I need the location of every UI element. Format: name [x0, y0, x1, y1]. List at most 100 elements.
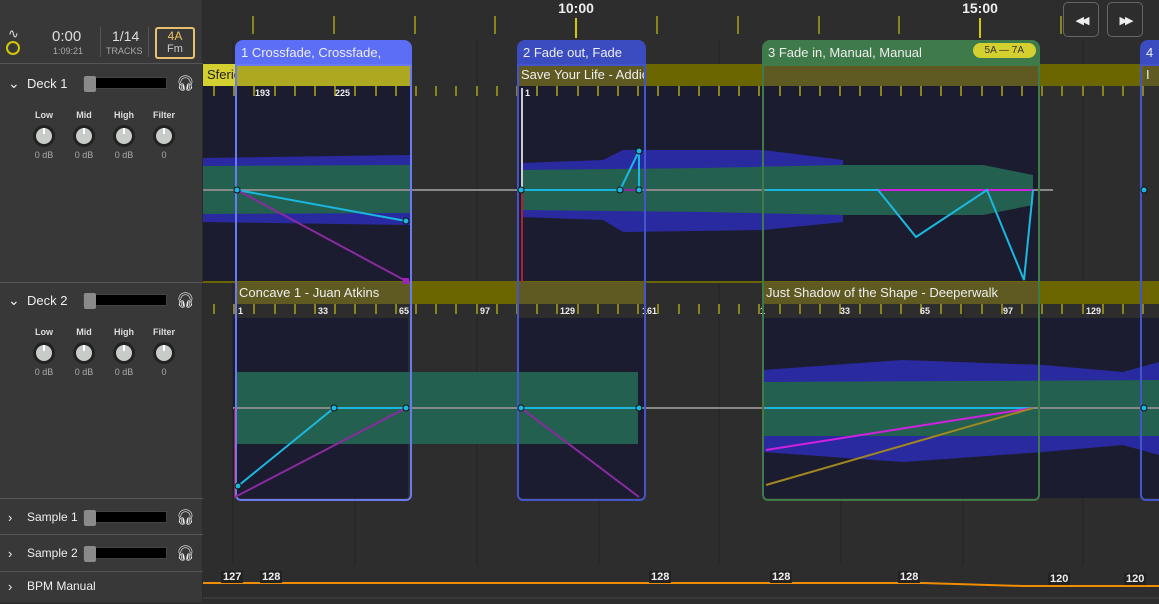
beat-tick [374, 304, 377, 314]
bpm-manual-label: BPM Manual [27, 579, 96, 593]
chevron-right-icon[interactable]: › [8, 545, 13, 561]
sample-2-row: › Sample 2 🎧︎ [0, 535, 203, 571]
deck-2-track-title[interactable]: Just Shadow of the Shape - Deeperwalk [762, 282, 1039, 304]
rewind-icon: ◀◀ [1075, 15, 1090, 27]
deck-2-track-title[interactable]: Concave 1 - Juan Atkins [235, 282, 410, 304]
knob-mid[interactable]: Mid 0 dB [73, 110, 95, 160]
ruler-tick [898, 16, 901, 34]
beat-tick [879, 86, 882, 96]
bpm-label: 120 [1048, 573, 1071, 585]
beat-tick [657, 86, 660, 96]
transition-1-header[interactable]: 1 Crossfade, Crossfade, [235, 40, 412, 64]
beat-number: 97 [480, 306, 491, 316]
beat-tick [536, 86, 539, 96]
automation-curves[interactable] [203, 0, 1159, 602]
sample-1-label: Sample 1 [27, 510, 78, 524]
knob-low[interactable]: Low 0 dB [33, 327, 55, 377]
volume-curve [237, 407, 406, 487]
key-badge[interactable]: 4A Fm [155, 27, 195, 59]
volume-curve [521, 150, 640, 191]
knob-low[interactable]: Low 0 dB [33, 110, 55, 160]
waveform-icon[interactable]: ∿ [8, 26, 19, 41]
beat-tick [637, 86, 640, 96]
bpm-label: 128 [649, 571, 672, 583]
beat-tick [778, 86, 781, 96]
knob-mid[interactable]: Mid 0 dB [73, 327, 95, 377]
beat-tick [394, 304, 397, 314]
beat-tick [1142, 86, 1145, 96]
waveform-canvas [203, 40, 1159, 599]
timeline[interactable]: 10:00 15:00 ◀◀ ▶▶ Sferic - DeepChord Sav… [203, 0, 1159, 602]
beat-tick [798, 304, 801, 314]
fader-handle[interactable] [84, 293, 96, 309]
bpm-manual-row[interactable]: › BPM Manual [0, 568, 203, 604]
transition-3-header[interactable]: 3 Fade in, Manual, Manual 5A — 7A [762, 40, 1040, 64]
fader-handle[interactable] [84, 510, 96, 526]
deck-2-label: Deck 2 [27, 292, 68, 308]
transition-2-header[interactable]: 2 Fade out, Fade [517, 40, 646, 64]
knob-high[interactable]: High 0 dB [113, 110, 135, 160]
headphones-icon[interactable]: 🎧︎ [176, 292, 196, 309]
beat-tick [576, 304, 579, 314]
knob-filter[interactable]: Filter 0 [152, 110, 175, 160]
headphones-icon[interactable]: 🎧︎ [176, 509, 196, 526]
beat-number: 1 [525, 88, 531, 98]
beat-tick [839, 86, 842, 96]
headphones-icon[interactable]: 🎧︎ [176, 75, 196, 92]
fast-forward-button[interactable]: ▶▶ [1107, 2, 1143, 37]
sample-2-volume-fader[interactable] [83, 546, 167, 562]
transition-2[interactable] [517, 64, 646, 501]
beat-tick [980, 86, 983, 96]
ruler-tick [494, 16, 497, 34]
deck-1-track-title[interactable]: Sferic - DeepChord [203, 64, 235, 86]
knob-filter[interactable]: Filter 0 [152, 327, 175, 377]
sample-2-label: Sample 2 [27, 546, 78, 560]
fader-handle[interactable] [84, 76, 96, 92]
chevron-right-icon[interactable]: › [8, 578, 13, 594]
transition-4[interactable] [1140, 64, 1159, 501]
beat-tick [697, 86, 700, 96]
eq-curve [520, 407, 640, 498]
beat-number: 65 [399, 306, 410, 316]
beat-tick [798, 86, 801, 96]
transition-3[interactable] [762, 64, 1040, 501]
beat-tick [374, 86, 377, 96]
deck-1-volume-fader[interactable] [83, 76, 167, 92]
deck-2-volume-fader[interactable] [83, 293, 167, 309]
deck-1-track-title-overlap[interactable] [235, 64, 410, 86]
track-count: 1/14 [112, 28, 140, 44]
beat-tick [1041, 304, 1044, 314]
beat-tick [899, 86, 902, 96]
deck-2-beat-grid [203, 304, 1159, 318]
beat-tick [940, 304, 943, 314]
headphones-icon[interactable]: 🎧︎ [176, 545, 196, 562]
beat-tick [758, 86, 761, 96]
filter-curve [765, 407, 1034, 486]
rewind-button[interactable]: ◀◀ [1063, 2, 1099, 37]
beat-number: 97 [1003, 306, 1014, 316]
beat-number: 65 [920, 306, 931, 316]
beat-tick [1081, 86, 1084, 96]
sample-1-volume-fader[interactable] [83, 510, 167, 526]
deck-1-track-title[interactable]: Save Your Life - Addict Disc [517, 64, 644, 86]
transition-4-header[interactable]: 4 [1140, 40, 1159, 64]
bpm-label: 128 [260, 571, 283, 583]
ruler-tick [575, 18, 578, 38]
elapsed-time: 0:00 [52, 28, 82, 45]
deck-1-track-title[interactable]: I [1143, 64, 1159, 86]
beat-tick [455, 304, 458, 314]
transition-1[interactable] [235, 64, 412, 501]
beat-tick [415, 304, 417, 314]
chevron-down-icon[interactable]: ⌄ [8, 74, 20, 91]
beat-tick [677, 86, 680, 96]
chevron-down-icon[interactable]: ⌄ [8, 291, 20, 308]
ruler-tick [413, 16, 416, 34]
deck-1-row: ⌄ Deck 1 🎧︎ [0, 65, 203, 101]
knob-high[interactable]: High 0 dB [113, 327, 135, 377]
clock-icon[interactable] [6, 41, 20, 55]
beat-tick [1000, 304, 1003, 314]
fader-handle[interactable] [84, 546, 96, 562]
beat-tick [233, 86, 236, 96]
beat-tick [758, 304, 761, 314]
chevron-right-icon[interactable]: › [8, 509, 13, 525]
